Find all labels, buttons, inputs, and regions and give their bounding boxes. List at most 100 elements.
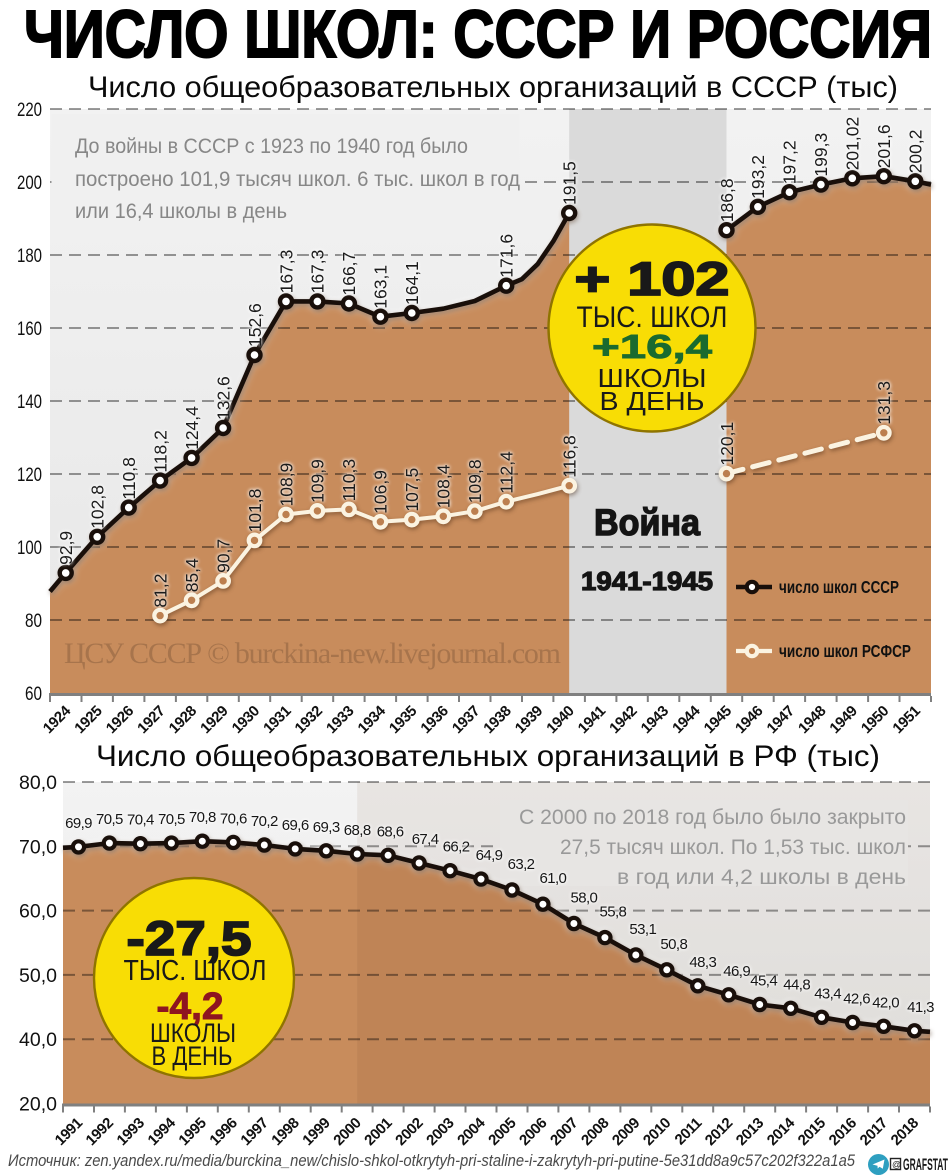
svg-text:120,1: 120,1: [717, 422, 737, 466]
svg-text:166,7: 166,7: [339, 252, 359, 296]
svg-text:163,1: 163,1: [371, 265, 391, 309]
svg-text:66,2: 66,2: [443, 839, 470, 856]
svg-text:GRAFSTAT: GRAFSTAT: [903, 1155, 948, 1174]
svg-text:42,6: 42,6: [843, 991, 870, 1008]
svg-text:Источник: zen.yandex.ru/media/: Источник: zen.yandex.ru/media/burckina_n…: [8, 1152, 856, 1170]
svg-text:90,7: 90,7: [213, 539, 233, 573]
svg-text:70,5: 70,5: [96, 811, 123, 828]
svg-text:152,6: 152,6: [245, 303, 265, 347]
svg-text:в год или 4,2 школы в день: в год или 4,2 школы в день: [617, 866, 906, 889]
svg-text:164,1: 164,1: [402, 261, 422, 305]
svg-text:70,5: 70,5: [158, 811, 185, 828]
svg-text:46,9: 46,9: [723, 963, 750, 980]
svg-text:@: @: [892, 1160, 901, 1170]
svg-text:1941-1945: 1941-1945: [581, 566, 713, 596]
svg-text:69,3: 69,3: [313, 819, 340, 836]
svg-text:50,0: 50,0: [19, 965, 57, 987]
svg-text:-4,2: -4,2: [157, 986, 224, 1028]
svg-text:80: 80: [25, 610, 42, 632]
svg-text:107,5: 107,5: [402, 468, 422, 512]
svg-text:220: 220: [17, 99, 42, 121]
svg-text:70,2: 70,2: [251, 813, 278, 830]
svg-text:200: 200: [17, 172, 42, 194]
svg-text:191,5: 191,5: [560, 161, 580, 205]
svg-text:193,2: 193,2: [748, 155, 768, 199]
svg-text:67,4: 67,4: [412, 831, 439, 848]
svg-text:70,4: 70,4: [127, 812, 154, 829]
svg-text:ЧИСЛО ШКОЛ: СССР И РОССИЯ: ЧИСЛО ШКОЛ: СССР И РОССИЯ: [24, 0, 932, 72]
svg-text:197,2: 197,2: [780, 140, 800, 184]
svg-text:63,2: 63,2: [508, 856, 535, 873]
svg-text:42,0: 42,0: [872, 994, 899, 1011]
svg-text:140: 140: [17, 391, 42, 413]
svg-text:120: 120: [17, 464, 42, 486]
svg-text:44,8: 44,8: [783, 976, 810, 993]
svg-text:106,9: 106,9: [371, 470, 391, 514]
svg-text:68,8: 68,8: [344, 822, 371, 839]
svg-text:70,8: 70,8: [189, 809, 216, 826]
svg-text:В ДЕНЬ: В ДЕНЬ: [152, 1041, 233, 1071]
svg-text:167,3: 167,3: [308, 250, 328, 294]
svg-text:68,6: 68,6: [377, 823, 404, 840]
svg-text:+16,4: +16,4: [592, 328, 713, 365]
svg-text:ЦСУ СССР © burckina-new.livejo: ЦСУ СССР © burckina-new.livejournal.com: [64, 637, 561, 670]
svg-text:61,0: 61,0: [540, 870, 567, 887]
svg-text:43,4: 43,4: [814, 985, 841, 1002]
svg-text:101,8: 101,8: [245, 489, 265, 533]
svg-text:108,4: 108,4: [434, 464, 454, 508]
svg-text:69,9: 69,9: [65, 815, 92, 832]
svg-text:55,8: 55,8: [600, 904, 627, 921]
svg-text:53,1: 53,1: [629, 921, 656, 938]
svg-text:построено 101,9 тысяч школ. 6: построено 101,9 тысяч школ. 6 тыс. школ …: [75, 168, 520, 191]
svg-text:ТЫС. ШКОЛ: ТЫС. ШКОЛ: [577, 301, 728, 334]
svg-text:ШКОЛЫ: ШКОЛЫ: [598, 363, 707, 393]
svg-text:ШКОЛЫ: ШКОЛЫ: [150, 1018, 236, 1048]
svg-text:В ДЕНЬ: В ДЕНЬ: [600, 386, 705, 416]
svg-text:Война: Война: [594, 502, 700, 543]
svg-text:201,02: 201,02: [843, 117, 863, 171]
svg-text:201,6: 201,6: [874, 124, 894, 168]
svg-text:58,0: 58,0: [571, 890, 598, 907]
svg-text:70,6: 70,6: [220, 810, 247, 827]
svg-text:200,2: 200,2: [906, 130, 926, 174]
svg-text:С 2000 по 2018 год было было з: С 2000 по 2018 год было было закрыто: [519, 806, 906, 829]
svg-text:60: 60: [25, 683, 42, 705]
svg-text:110,3: 110,3: [339, 459, 359, 502]
svg-text:199,3: 199,3: [811, 133, 831, 177]
svg-text:81,2: 81,2: [150, 574, 170, 608]
svg-text:112,4: 112,4: [497, 451, 517, 494]
svg-text:109,8: 109,8: [465, 459, 485, 503]
svg-text:80,0: 80,0: [19, 772, 57, 794]
svg-text:+ 102: + 102: [575, 252, 730, 305]
svg-text:число школ РСФСР: число школ РСФСР: [779, 641, 911, 661]
svg-text:ТЫС. ШКОЛ: ТЫС. ШКОЛ: [124, 955, 267, 987]
svg-text:85,4: 85,4: [182, 558, 202, 592]
svg-text:или 16,4 школы в день: или 16,4 школы в день: [75, 200, 287, 223]
svg-text:Число общеобразовательных орга: Число общеобразовательных организаций в …: [96, 740, 880, 773]
svg-text:70,0: 70,0: [19, 836, 57, 858]
svg-text:41,3: 41,3: [907, 999, 934, 1016]
svg-text:50,8: 50,8: [660, 936, 687, 953]
svg-text:160: 160: [17, 318, 42, 340]
svg-text:69,6: 69,6: [282, 817, 309, 834]
svg-text:48,3: 48,3: [689, 954, 716, 971]
svg-text:131,3: 131,3: [874, 381, 894, 425]
svg-text:132,6: 132,6: [213, 376, 233, 420]
svg-text:171,6: 171,6: [497, 234, 517, 278]
svg-text:Число общеобразовательных орга: Число общеобразовательных организаций в …: [88, 71, 898, 104]
svg-text:92,9: 92,9: [56, 531, 76, 565]
svg-text:109,9: 109,9: [308, 459, 328, 503]
svg-text:186,8: 186,8: [717, 178, 737, 222]
svg-text:102,8: 102,8: [88, 485, 108, 529]
svg-text:108,9: 108,9: [276, 463, 296, 507]
svg-text:64,9: 64,9: [476, 847, 503, 864]
svg-text:110,8: 110,8: [119, 457, 139, 500]
svg-text:118,2: 118,2: [150, 430, 170, 473]
svg-text:число школ СССР: число школ СССР: [779, 577, 899, 597]
svg-text:До войны в СССР с 1923 по 1940: До войны в СССР с 1923 по 1940 год было: [75, 135, 468, 158]
svg-text:124,4: 124,4: [182, 406, 202, 450]
svg-text:45,4: 45,4: [750, 973, 777, 990]
svg-text:116,8: 116,8: [560, 435, 580, 478]
svg-text:167,3: 167,3: [276, 250, 296, 294]
svg-text:40,0: 40,0: [19, 1029, 57, 1051]
